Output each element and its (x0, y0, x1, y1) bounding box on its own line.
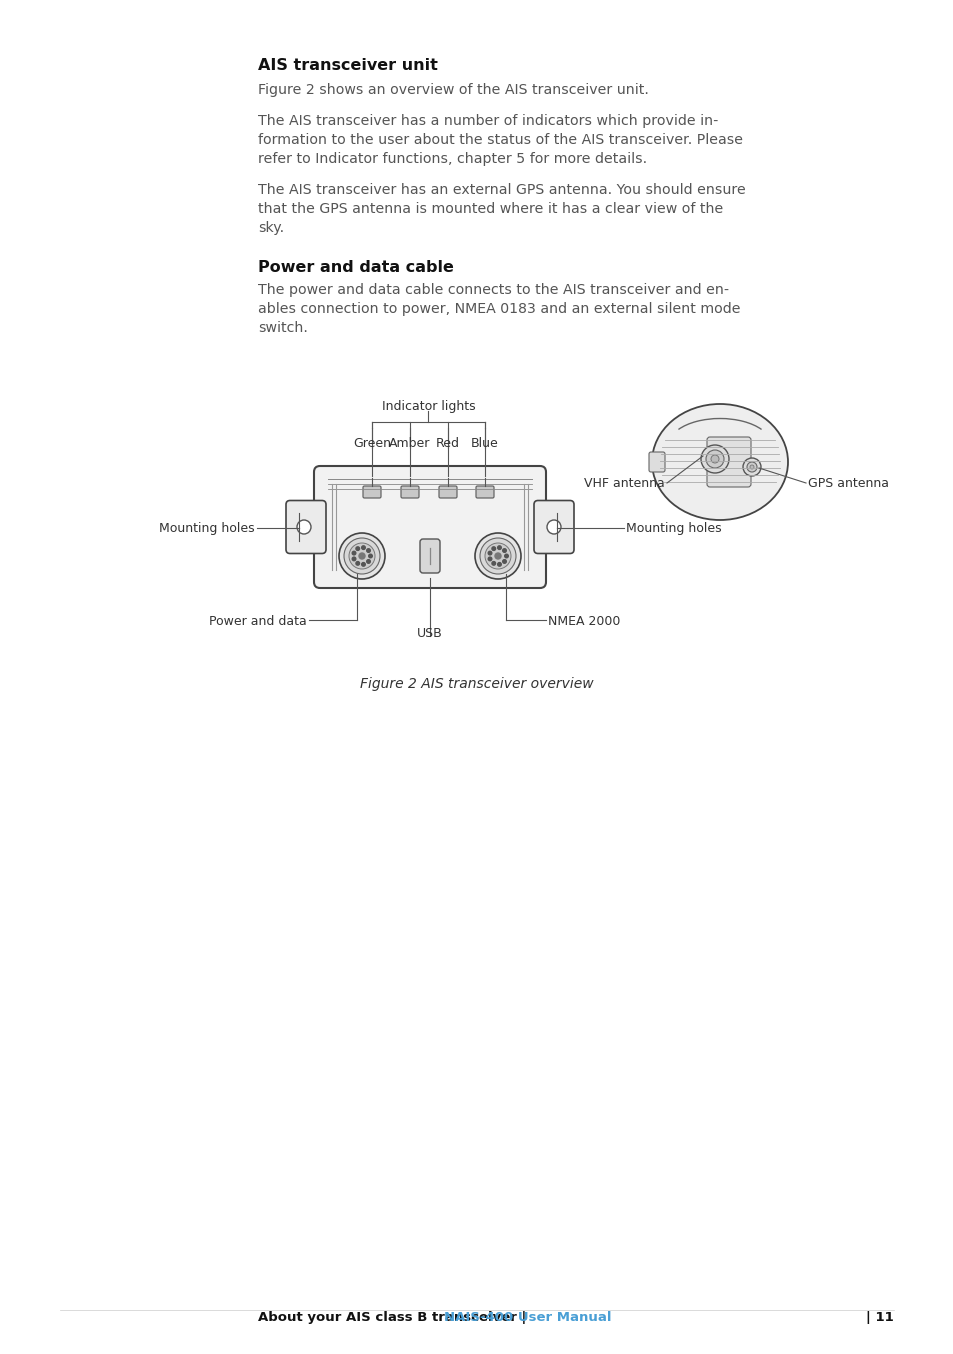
FancyBboxPatch shape (438, 486, 456, 498)
FancyBboxPatch shape (419, 539, 439, 573)
Circle shape (504, 554, 508, 558)
Text: The AIS transceiver has a number of indicators which provide in-: The AIS transceiver has a number of indi… (257, 114, 718, 129)
FancyBboxPatch shape (363, 486, 380, 498)
Text: The AIS transceiver has an external GPS antenna. You should ensure: The AIS transceiver has an external GPS … (257, 183, 745, 196)
FancyBboxPatch shape (476, 486, 494, 498)
Circle shape (338, 533, 385, 580)
FancyBboxPatch shape (648, 452, 664, 473)
Ellipse shape (651, 403, 787, 520)
Circle shape (355, 547, 359, 551)
Text: USB: USB (416, 627, 442, 640)
FancyBboxPatch shape (400, 486, 418, 498)
Text: formation to the user about the status of the AIS transceiver. Please: formation to the user about the status o… (257, 133, 742, 148)
Circle shape (488, 551, 492, 555)
Text: Mounting holes: Mounting holes (625, 523, 720, 535)
Circle shape (352, 551, 355, 555)
Text: Green: Green (353, 437, 391, 450)
Circle shape (344, 538, 379, 574)
Circle shape (479, 538, 516, 574)
FancyBboxPatch shape (286, 501, 326, 554)
Circle shape (488, 556, 492, 561)
Circle shape (349, 543, 375, 569)
Text: Blue: Blue (471, 437, 498, 450)
Circle shape (700, 445, 728, 473)
Circle shape (484, 543, 511, 569)
Text: Mounting holes: Mounting holes (159, 523, 254, 535)
Text: sky.: sky. (257, 221, 284, 236)
Circle shape (366, 548, 370, 552)
Text: Figure 2 shows an overview of the AIS transceiver unit.: Figure 2 shows an overview of the AIS tr… (257, 83, 648, 97)
Text: Amber: Amber (389, 437, 430, 450)
Circle shape (355, 562, 359, 565)
Circle shape (749, 464, 753, 468)
Circle shape (352, 556, 355, 561)
Circle shape (502, 548, 506, 552)
Text: switch.: switch. (257, 321, 308, 334)
Text: that the GPS antenna is mounted where it has a clear view of the: that the GPS antenna is mounted where it… (257, 202, 722, 217)
Text: About your AIS class B transceiver |: About your AIS class B transceiver | (257, 1311, 531, 1324)
Text: NAIS-400 User Manual: NAIS-400 User Manual (443, 1311, 611, 1324)
Circle shape (495, 552, 500, 559)
Text: Indicator lights: Indicator lights (381, 399, 475, 413)
Text: refer to Indicator functions, chapter 5 for more details.: refer to Indicator functions, chapter 5 … (257, 152, 646, 167)
Text: Figure 2 AIS transceiver overview: Figure 2 AIS transceiver overview (360, 677, 593, 691)
Circle shape (502, 559, 506, 563)
Text: ables connection to power, NMEA 0183 and an external silent mode: ables connection to power, NMEA 0183 and… (257, 302, 740, 315)
Text: | 11: | 11 (865, 1311, 893, 1324)
Text: AIS transceiver unit: AIS transceiver unit (257, 58, 437, 73)
Circle shape (497, 562, 500, 566)
Circle shape (366, 559, 370, 563)
Text: GPS antenna: GPS antenna (807, 477, 888, 490)
Circle shape (492, 547, 495, 551)
Circle shape (746, 462, 757, 473)
FancyBboxPatch shape (534, 501, 574, 554)
Circle shape (358, 552, 365, 559)
Circle shape (710, 455, 719, 463)
Circle shape (705, 450, 723, 468)
Text: NMEA 2000: NMEA 2000 (547, 615, 619, 628)
FancyBboxPatch shape (314, 466, 545, 588)
Circle shape (497, 546, 500, 550)
Text: Power and data: Power and data (209, 615, 307, 628)
Circle shape (361, 546, 365, 550)
FancyBboxPatch shape (706, 437, 750, 487)
Circle shape (492, 562, 495, 565)
Circle shape (742, 458, 760, 477)
Circle shape (296, 520, 311, 533)
Text: Red: Red (436, 437, 459, 450)
Text: The power and data cable connects to the AIS transceiver and en-: The power and data cable connects to the… (257, 283, 728, 297)
Circle shape (361, 562, 365, 566)
Circle shape (546, 520, 560, 533)
Circle shape (368, 554, 372, 558)
Text: VHF antenna: VHF antenna (583, 477, 664, 490)
Circle shape (475, 533, 520, 580)
Text: Power and data cable: Power and data cable (257, 260, 454, 275)
